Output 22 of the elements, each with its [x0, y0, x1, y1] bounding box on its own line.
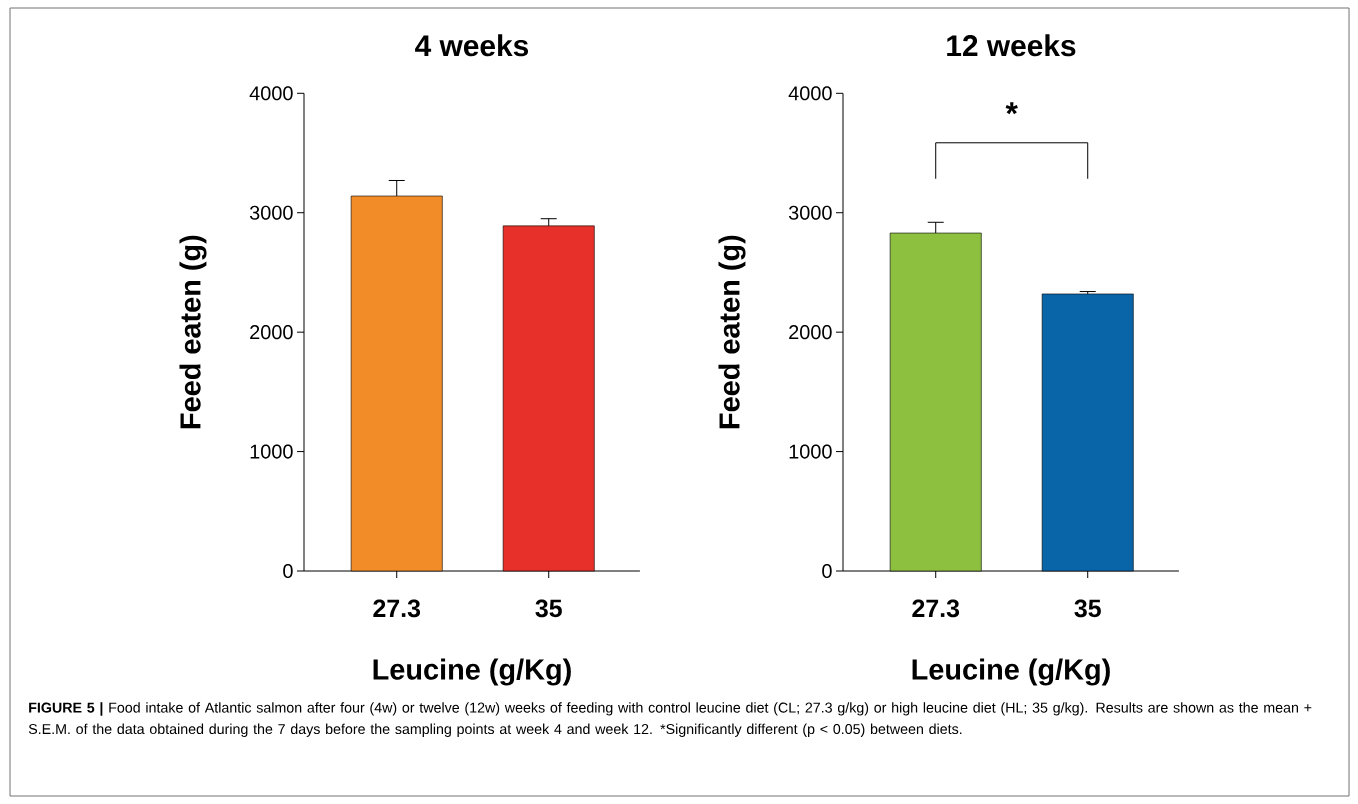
y-tick-label: 3000: [249, 205, 293, 220]
x-tick-label: 35: [1074, 599, 1101, 618]
x-tick-label: 27.3: [912, 599, 960, 618]
x-tick-label: 27.3: [373, 599, 421, 618]
annotation: *: [1005, 102, 1018, 115]
y-axis-title: Feed eaten (g): [718, 235, 746, 429]
x-tick-label: 35: [535, 599, 562, 618]
y-tick-label: 2000: [250, 325, 293, 340]
y-tick-label: 2000: [789, 325, 832, 340]
y-tick-label: 1000: [789, 444, 832, 459]
x-axis-title: Leucine (g/Kg): [912, 658, 1110, 686]
y-tick-label: 0: [283, 563, 293, 579]
y-tick-label: 0: [822, 563, 832, 579]
x-axis-title: Leucine (g/Kg): [373, 658, 571, 686]
y-tick-label: 3000: [788, 205, 832, 220]
y-axis-title: Feed eaten (g): [179, 235, 207, 429]
y-tick-label: 4000: [249, 86, 293, 101]
chart-title: 12 weeks: [947, 34, 1076, 57]
chart-title: 4 weeks: [415, 34, 529, 57]
y-tick-label: 1000: [250, 444, 293, 459]
text: FIGURE 5 | Food intake of Atlantic salmon after four (4w) or twelve (12w) weeks of feeding with control leucine diet (CL; 27.3 g/kg) or high leucine diet (HL; 35 g/kg). Results are shown as the mean + S.E.M. of the data obtained during the 7 days before the sampling points at week 4 and week 12. *Significantly different (p < 0.05) between diets.: [28, 702, 1312, 737]
y-tick-label: 4000: [788, 86, 832, 101]
